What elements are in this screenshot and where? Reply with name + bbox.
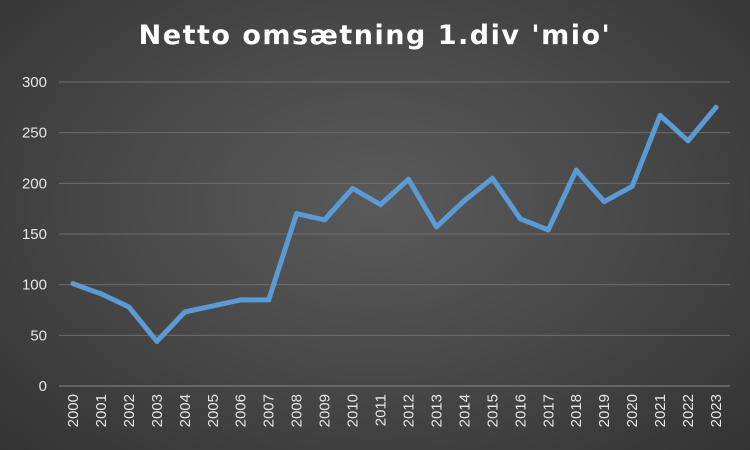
gridlines xyxy=(59,81,730,387)
data-point xyxy=(489,175,495,181)
data-point xyxy=(266,297,272,303)
x-tick-label: 2005 xyxy=(205,394,222,427)
data-point xyxy=(350,185,356,191)
x-tick-label: 2000 xyxy=(65,394,82,427)
data-point xyxy=(322,217,328,223)
data-point xyxy=(629,183,635,189)
data-point xyxy=(210,303,216,309)
x-tick-label: 2020 xyxy=(624,394,641,427)
y-tick-label: 200 xyxy=(22,175,47,192)
x-tick-label: 2013 xyxy=(428,394,445,427)
x-tick-label: 2014 xyxy=(456,394,473,427)
data-point xyxy=(70,281,76,287)
data-point xyxy=(657,112,663,118)
data-point xyxy=(98,291,104,297)
x-tick-label: 2021 xyxy=(652,394,669,427)
y-tick-label: 150 xyxy=(22,226,47,243)
x-tick-label: 2009 xyxy=(317,394,334,427)
y-tick-label: 50 xyxy=(30,327,47,344)
data-point xyxy=(685,138,691,144)
x-tick-label: 2012 xyxy=(400,394,417,427)
data-point xyxy=(545,227,551,233)
series-layer xyxy=(70,104,719,344)
x-tick-label: 2008 xyxy=(289,394,306,427)
x-tick-label: 2010 xyxy=(345,394,362,427)
data-point xyxy=(126,304,132,310)
x-tick-label: 2002 xyxy=(121,394,138,427)
y-tick-label: 0 xyxy=(39,378,47,395)
x-tick-label: 2018 xyxy=(568,394,585,427)
x-tick-label: 2007 xyxy=(261,394,278,427)
data-point xyxy=(238,297,244,303)
x-tick-label: 2011 xyxy=(373,394,390,426)
x-tick-label: 2006 xyxy=(233,394,250,427)
data-point xyxy=(461,198,467,204)
y-tick-label: 100 xyxy=(22,277,47,294)
data-point xyxy=(405,176,411,182)
y-axis-ticks: 0 50 100 150 200 250 300 xyxy=(22,74,47,395)
data-point xyxy=(294,211,300,217)
data-point xyxy=(378,202,384,208)
data-point xyxy=(433,224,439,230)
x-axis-ticks: 2000 2001 2002 2003 2004 2005 2006 2007 2008 2009… xyxy=(65,394,725,427)
data-point xyxy=(517,216,523,222)
x-tick-label: 2022 xyxy=(680,394,697,427)
chart-title: Netto omsætning 1.div 'mio' xyxy=(138,20,612,51)
data-point xyxy=(601,199,607,205)
x-tick-label: 2001 xyxy=(93,394,110,427)
data-point xyxy=(154,338,160,344)
x-tick-label: 2019 xyxy=(596,394,613,427)
data-point xyxy=(182,309,188,315)
x-tick-label: 2017 xyxy=(540,394,557,427)
y-tick-label: 250 xyxy=(22,125,47,142)
x-tick-label: 2016 xyxy=(512,394,529,427)
series-line xyxy=(70,104,719,344)
x-tick-label: 2004 xyxy=(177,394,194,427)
x-tick-label: 2015 xyxy=(484,394,501,427)
x-tick-label: 2023 xyxy=(708,394,725,427)
y-tick-label: 300 xyxy=(22,74,47,91)
x-tick-label: 2003 xyxy=(149,394,166,427)
data-point xyxy=(573,167,579,173)
data-point xyxy=(713,104,719,110)
